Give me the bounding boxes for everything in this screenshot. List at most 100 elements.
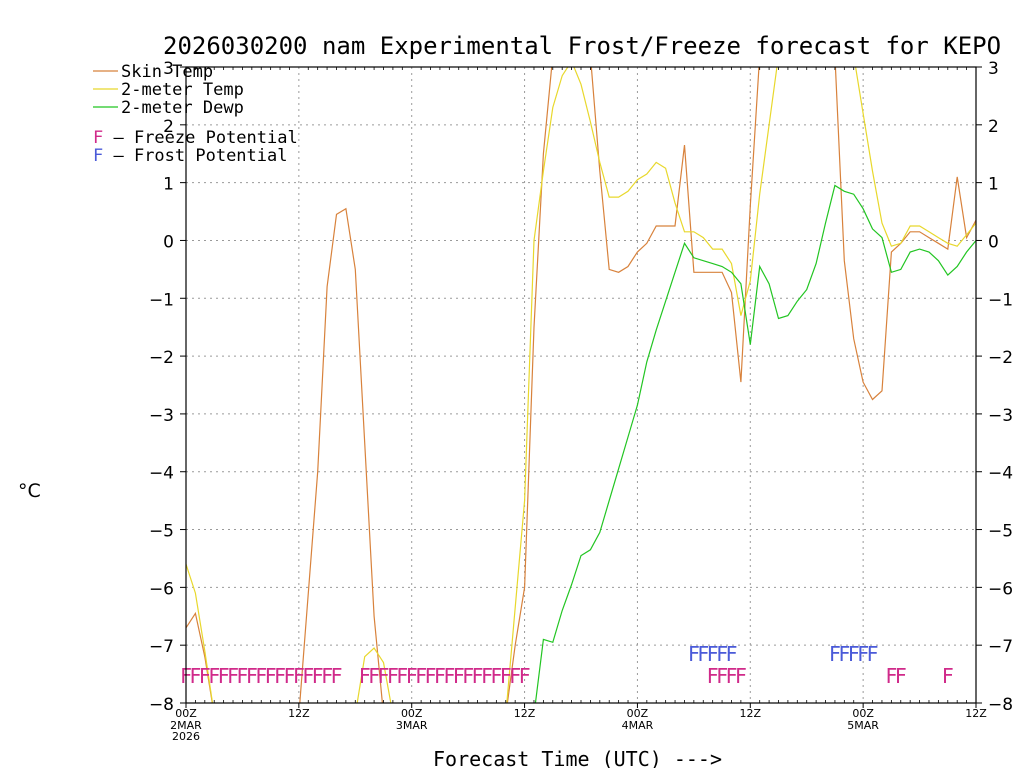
y-tick-label: −6 <box>149 579 174 599</box>
freeze-potential-mark: F <box>321 664 333 688</box>
x-tick-sublabel: 5MAR <box>847 719 879 732</box>
freeze-potential-mark: F <box>236 664 248 688</box>
freeze-potential-mark: F <box>425 664 437 688</box>
freeze-potential-mark: F <box>490 664 502 688</box>
y-tick-label-right: −3 <box>988 406 1013 426</box>
freeze-potential-mark: F <box>415 664 427 688</box>
frost-potential-mark: F <box>707 642 719 666</box>
legend-label: Skin Temp <box>121 62 213 82</box>
y-tick-label-right: −7 <box>988 637 1013 657</box>
y-tick-label-right: −1 <box>988 290 1013 310</box>
series-line <box>534 184 976 703</box>
potential-legend-entry: F – Frost Potential <box>93 146 287 166</box>
x-tick-label: 00Z <box>852 707 874 720</box>
x-tick-label: 00Z <box>401 707 423 720</box>
freeze-potential-mark: F <box>472 664 484 688</box>
y-tick-label: −8 <box>149 695 174 715</box>
x-tick-sublabel: 2026 <box>172 730 200 743</box>
x-tick-sublabel: 3MAR <box>396 719 428 732</box>
freeze-potential-mark: F <box>227 664 239 688</box>
freeze-potential-mark: F <box>707 664 719 688</box>
freeze-potential-mark: F <box>255 664 267 688</box>
x-axis-title: Forecast Time (UTC) ---> <box>433 747 722 768</box>
freeze-potential-mark: F <box>302 664 314 688</box>
y-tick-label-right: −6 <box>988 579 1013 599</box>
freeze-potential-mark: F <box>519 664 531 688</box>
freeze-potential-mark: F <box>359 664 371 688</box>
y-tick-label-right: −2 <box>988 348 1013 368</box>
freeze-potential-mark: F <box>218 664 230 688</box>
potential-legend-label: – Frost Potential <box>103 146 287 166</box>
series-line <box>186 67 976 703</box>
freeze-potential-mark: F <box>716 664 728 688</box>
x-tick-label: 12Z <box>740 707 762 720</box>
grid <box>186 67 976 703</box>
y-tick-label-right: −5 <box>988 522 1013 542</box>
y-tick-label: 0 <box>163 232 174 252</box>
frost-potential-mark: F <box>838 642 850 666</box>
y-tick-label: 3 <box>163 59 174 79</box>
potential-legend-symbol: F <box>93 146 103 166</box>
y-tick-label: 1 <box>163 175 174 195</box>
y-tick-label: −5 <box>149 522 174 542</box>
x-tick-label: 00Z <box>175 707 197 720</box>
freeze-potential-mark: F <box>434 664 446 688</box>
freeze-potential-mark: F <box>274 664 286 688</box>
freeze-potential-mark: F <box>368 664 380 688</box>
x-tick-label: 12Z <box>965 707 987 720</box>
potential-legend-label: – Freeze Potential <box>103 128 297 148</box>
chart-title: 2026030200 nam Experimental Frost/Freeze… <box>163 32 1001 60</box>
y-tick-label: −7 <box>149 637 174 657</box>
frost-potential-mark: F <box>867 642 879 666</box>
freeze-potential-mark: F <box>462 664 474 688</box>
freeze-potential-mark: F <box>453 664 465 688</box>
freeze-potential-mark: F <box>330 664 342 688</box>
freeze-potential-mark: F <box>293 664 305 688</box>
freeze-potential-mark: F <box>443 664 455 688</box>
freeze-potential-mark: F <box>735 664 747 688</box>
y-tick-label: −3 <box>149 406 174 426</box>
potential-legend-entry: F – Freeze Potential <box>93 128 298 148</box>
freeze-potential-mark: F <box>387 664 399 688</box>
freeze-potential-mark: F <box>406 664 418 688</box>
frost-potential-mark: F <box>688 642 700 666</box>
series-lines <box>186 67 976 703</box>
series-line <box>186 67 976 703</box>
frost-potential-mark: F <box>848 642 860 666</box>
freeze-potential-mark: F <box>283 664 295 688</box>
frost-potential-mark: F <box>829 642 841 666</box>
plot-frame <box>185 66 977 704</box>
y-tick-label: −2 <box>149 348 174 368</box>
freeze-potential-mark: F <box>942 664 954 688</box>
y-tick-label-right: 2 <box>988 117 999 137</box>
y-tick-label-right: 1 <box>988 175 999 195</box>
y-tick-label-right: −4 <box>988 464 1013 484</box>
frost-potential-mark: F <box>857 642 869 666</box>
y-tick-label: −4 <box>149 464 174 484</box>
frost-potential-mark: F <box>716 642 728 666</box>
legend-label: 2-meter Dewp <box>121 98 244 118</box>
potential-legend-symbol: F <box>93 128 103 148</box>
freeze-potential-mark: F <box>312 664 324 688</box>
freeze-potential-mark: F <box>199 664 211 688</box>
y-tick-label-right: 3 <box>988 59 999 79</box>
y-tick-label-right: −8 <box>988 695 1013 715</box>
x-tick-sublabel: 2MAR <box>170 719 202 732</box>
freeze-potential-mark: F <box>208 664 220 688</box>
y-tick-label-right: 0 <box>988 232 999 252</box>
frost-potential-mark: F <box>697 642 709 666</box>
freeze-potential-mark: F <box>265 664 277 688</box>
freeze-potential-mark: F <box>885 664 897 688</box>
y-tick-label: 2 <box>163 117 174 137</box>
freeze-potential-mark: F <box>725 664 737 688</box>
freeze-potential-mark: F <box>500 664 512 688</box>
freeze-potential-mark: F <box>189 664 201 688</box>
x-tick-sublabel: 4MAR <box>622 719 654 732</box>
freeze-potential-mark: F <box>396 664 408 688</box>
freeze-potential-mark: F <box>895 664 907 688</box>
legend-label: 2-meter Temp <box>121 80 244 100</box>
axes: −8 −8 −7 −7 −6 −6 −5 −5 −4 −4 −3 −3 −2 −2 −1 −1 0 0 1 1 2 2 3 3… <box>149 59 1013 743</box>
